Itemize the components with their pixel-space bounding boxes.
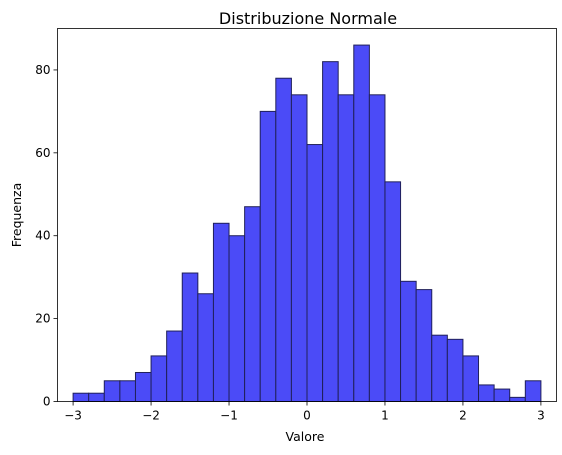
histogram-bar: [244, 206, 261, 402]
histogram-bar: [150, 355, 168, 402]
histogram-bar: [228, 235, 246, 402]
histogram-bar: [290, 94, 308, 403]
histogram-bar: [322, 61, 339, 403]
x-tick-label: −2: [142, 409, 160, 423]
histogram-bar: [509, 396, 526, 403]
histogram-bar: [384, 181, 402, 402]
y-tick-label: 60: [35, 146, 50, 160]
y-tick-label: 40: [35, 229, 50, 243]
histogram-bar: [493, 388, 511, 403]
histogram-bar: [431, 334, 448, 403]
x-tick-label: 2: [459, 409, 467, 423]
chart-title: Distribuzione Normale: [219, 9, 397, 28]
histogram-bar: [166, 330, 183, 402]
x-tick-label: 1: [381, 409, 389, 423]
histogram-bar: [415, 289, 433, 403]
histogram-bar: [275, 77, 292, 402]
y-tick-label: 0: [43, 395, 51, 409]
histogram-bar: [353, 44, 370, 402]
histogram-bar: [400, 280, 417, 402]
histogram-bar: [478, 384, 495, 402]
x-tick-label: 0: [303, 409, 311, 423]
histogram-bar: [181, 272, 199, 402]
histogram-bar: [446, 338, 464, 403]
histogram-bar: [462, 355, 480, 402]
histogram-bar: [103, 380, 121, 402]
y-tick-label: 20: [35, 312, 50, 326]
histogram-bar: [119, 380, 136, 402]
bars-group: [72, 44, 542, 403]
histogram-bar: [88, 392, 105, 403]
x-axis-label: Valore: [286, 429, 325, 444]
histogram-bar: [524, 380, 542, 402]
histogram-bar: [197, 293, 214, 402]
histogram-bar: [134, 371, 152, 403]
histogram-bar: [259, 110, 277, 402]
histogram-bar: [337, 94, 355, 403]
y-tick-label: 80: [35, 63, 50, 77]
histogram-bar: [212, 222, 230, 402]
histogram-bar: [72, 392, 90, 403]
histogram-bar: [306, 144, 324, 403]
y-axis-ticks: 0 20 40 60 80: [35, 63, 58, 409]
y-axis-label: Frequenza: [9, 183, 24, 248]
x-tick-label: −3: [64, 409, 82, 423]
x-tick-label: −1: [220, 409, 238, 423]
x-tick-label: 3: [537, 409, 545, 423]
histogram-bar: [368, 94, 386, 403]
x-axis-ticks: −3 −2 −1 0 1 2 3: [64, 401, 545, 423]
